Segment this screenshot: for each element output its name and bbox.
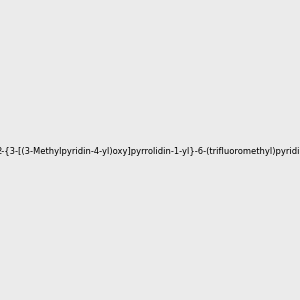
Text: 2-{3-[(3-Methylpyridin-4-yl)oxy]pyrrolidin-1-yl}-6-(trifluoromethyl)pyridine: 2-{3-[(3-Methylpyridin-4-yl)oxy]pyrrolid…: [0, 147, 300, 156]
